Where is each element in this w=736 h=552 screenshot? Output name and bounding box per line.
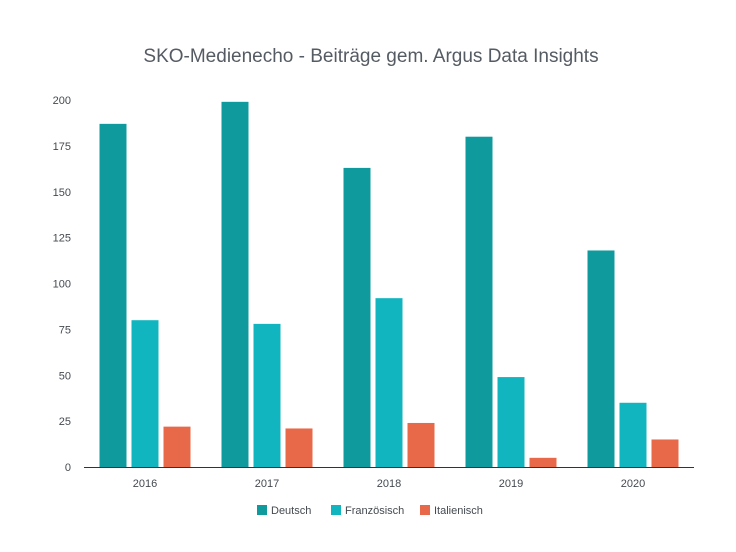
legend-label: Deutsch <box>271 505 311 517</box>
y-tick-label: 200 <box>53 95 71 107</box>
bar-italienisch-2019 <box>529 457 557 467</box>
y-axis-ticks: 0 25 50 75 100 125 150 175 200 <box>53 95 71 474</box>
y-tick-label: 0 <box>65 462 71 474</box>
legend-swatch-französisch <box>331 505 341 515</box>
y-tick-label: 125 <box>53 233 71 245</box>
legend-label: Französisch <box>345 505 404 517</box>
legend-swatch-deutsch <box>257 505 267 515</box>
y-tick-label: 75 <box>59 324 71 336</box>
bar-deutsch-2016 <box>99 123 127 467</box>
y-tick-label: 50 <box>59 370 71 382</box>
bar-deutsch-2018 <box>343 167 371 467</box>
bar-italienisch-2017 <box>285 428 313 467</box>
y-tick-label: 25 <box>59 416 71 428</box>
bar-italienisch-2016 <box>163 426 191 467</box>
y-tick-label: 150 <box>53 187 71 199</box>
x-tick-label: 2018 <box>377 478 401 490</box>
bars <box>99 101 679 468</box>
bar-deutsch-2019 <box>465 136 493 467</box>
bar-italienisch-2018 <box>407 422 435 467</box>
y-tick-label: 100 <box>53 279 71 291</box>
bar-französisch-2018 <box>375 298 403 467</box>
x-tick-label: 2019 <box>499 478 523 490</box>
chart-title: SKO-Medienecho - Beiträge gem. Argus Dat… <box>143 46 598 67</box>
x-tick-label: 2020 <box>621 478 645 490</box>
y-tick-label: 175 <box>53 141 71 153</box>
bar-französisch-2016 <box>131 320 159 467</box>
bar-französisch-2019 <box>497 377 525 467</box>
x-tick-label: 2017 <box>255 478 279 490</box>
bar-deutsch-2020 <box>587 250 615 467</box>
bar-italienisch-2020 <box>651 439 679 467</box>
bar-deutsch-2017 <box>221 101 249 468</box>
legend: Deutsch Französisch Italienisch <box>257 505 483 517</box>
legend-label: Italienisch <box>434 505 483 517</box>
bar-französisch-2017 <box>253 323 281 467</box>
legend-swatch-italienisch <box>420 505 430 515</box>
x-axis-ticks: 2016 2017 2018 2019 2020 <box>133 478 645 490</box>
x-tick-label: 2016 <box>133 478 157 490</box>
bar-französisch-2020 <box>619 402 647 467</box>
